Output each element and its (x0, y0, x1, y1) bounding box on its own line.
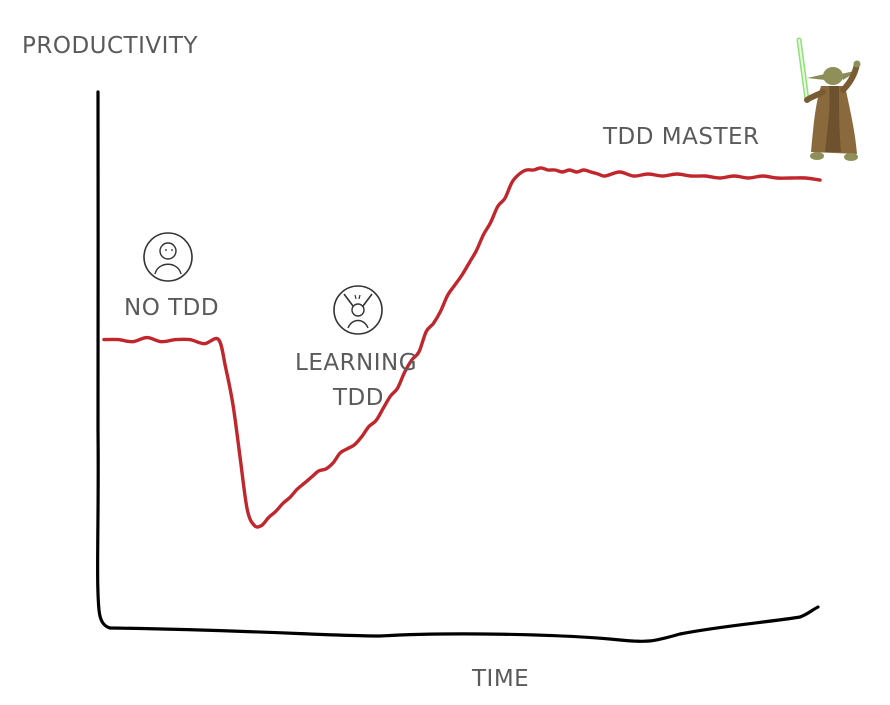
person-calm-icon (143, 232, 193, 282)
yoda-jedi-icon (796, 37, 861, 161)
x-axis (108, 605, 820, 643)
y-axis (96, 90, 112, 630)
annotation-learning: LEARNING (295, 350, 417, 376)
y-axis-label: PRODUCTIVITY (22, 33, 198, 59)
x-axis-label: TIME (471, 666, 529, 692)
series-line-productivity (102, 166, 822, 529)
person-frustrated-icon (333, 285, 383, 335)
annotation-tdd-master: TDD MASTER (602, 124, 760, 150)
annotation-no-tdd: NO TDD (124, 295, 219, 321)
annotation-learning-tdd: TDD (332, 385, 384, 411)
